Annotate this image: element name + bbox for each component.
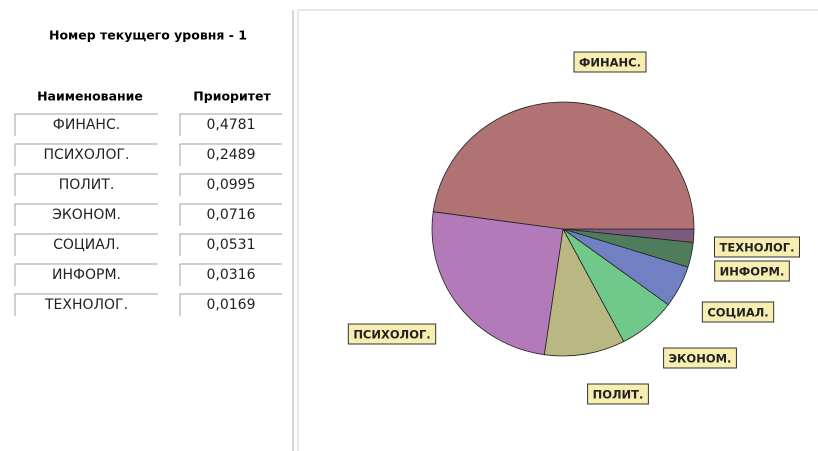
name-cell — [15, 294, 158, 316]
name-cell-text: ИНФОРМ. — [52, 267, 121, 283]
cell-border — [179, 203, 282, 226]
cell-border — [14, 293, 158, 316]
value-cell — [180, 114, 282, 136]
pie-slice — [431, 211, 564, 356]
value-cell-text: 0,4781 — [207, 117, 256, 133]
value-cell — [180, 144, 282, 166]
slice-label: ФИНАНС. — [579, 56, 641, 70]
pie-slice — [543, 227, 625, 357]
value-cell-text: 0,2489 — [207, 147, 256, 163]
name-cell — [15, 114, 158, 136]
name-cell — [15, 174, 158, 196]
value-cell-text: 0,0316 — [207, 267, 256, 283]
cell-border — [14, 173, 158, 196]
value-cell-text: 0,0716 — [207, 207, 256, 223]
value-cell-text: 0,0531 — [207, 237, 256, 253]
pie-slice — [432, 101, 695, 230]
slice-label: СОЦИАЛ. — [707, 306, 768, 320]
cell-border — [179, 263, 282, 286]
name-cell-text: ПСИХОЛОГ. — [44, 147, 130, 163]
slice-label-box — [714, 260, 790, 282]
column-header: Приоритет — [193, 89, 271, 104]
cell-border — [14, 113, 158, 136]
cell-border — [14, 203, 158, 226]
slice-label: ПСИХОЛОГ. — [353, 328, 430, 342]
name-cell-text: СОЦИАЛ. — [53, 237, 120, 253]
slice-label-box — [714, 236, 800, 258]
value-cell-text: 0,0169 — [207, 297, 256, 313]
cell-border — [14, 263, 158, 286]
slice-label-box — [347, 323, 437, 345]
level-title: Номер текущего уровня - 1 — [49, 28, 247, 43]
cell-border — [179, 233, 282, 256]
slice-label: ПОЛИТ. — [593, 388, 644, 402]
name-cell — [15, 204, 158, 226]
name-cell-text: ТЕХНОЛОГ. — [44, 297, 128, 313]
cell-border — [179, 173, 282, 196]
name-cell-text: ПОЛИТ. — [59, 177, 115, 193]
value-cell — [180, 174, 282, 196]
cell-border — [179, 143, 282, 166]
slice-label: ЭКОНОМ. — [669, 352, 732, 366]
cell-border — [179, 293, 282, 316]
slice-label-box — [701, 301, 775, 323]
value-cell — [180, 294, 282, 316]
slice-label-box — [663, 347, 737, 369]
slice-label-box — [573, 51, 647, 73]
cell-border — [14, 143, 158, 166]
slice-label: ИНФОРМ. — [720, 265, 785, 279]
cell-border — [14, 233, 158, 256]
value-cell — [180, 204, 282, 226]
slice-label: ТЕХНОЛОГ. — [720, 241, 795, 255]
name-cell — [15, 234, 158, 256]
name-cell-text: ЭКОНОМ. — [52, 207, 121, 223]
value-cell — [180, 264, 282, 286]
slice-label-box — [587, 383, 649, 405]
name-cell — [15, 264, 158, 286]
name-cell-text: ФИНАНС. — [53, 117, 120, 133]
cell-border — [179, 113, 282, 136]
value-cell — [180, 234, 282, 256]
value-cell-text: 0,0995 — [207, 177, 256, 193]
column-header: Наименование — [37, 89, 143, 104]
name-cell — [15, 144, 158, 166]
